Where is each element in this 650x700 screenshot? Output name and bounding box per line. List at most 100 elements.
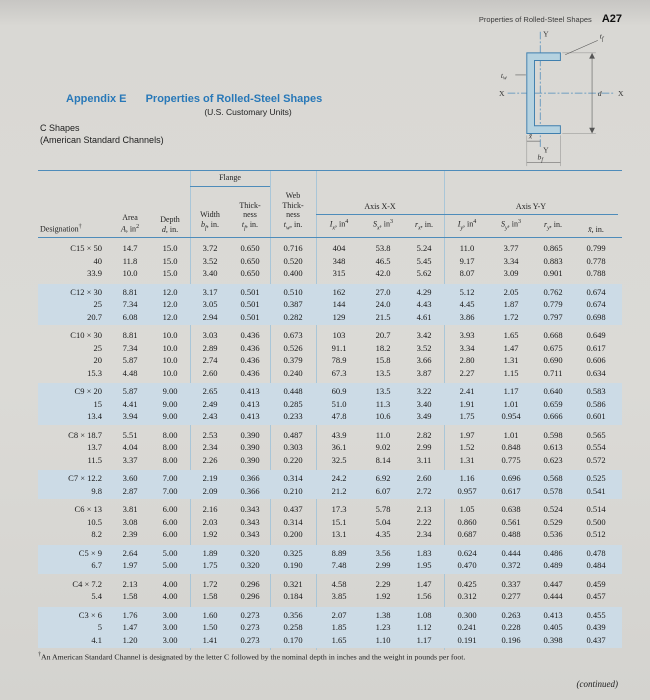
column-header-designation: Designation† [40,223,82,234]
table-cell: 0.296 [240,578,260,589]
table-cell: 2.41 [459,386,475,396]
designation-cell: 20 [93,355,103,365]
table-cell: 2.94 [202,311,218,322]
table-body: C15 × 50 14.7 15.0 3.72 0.650 0.716 404 53.8 5.2… [38,240,622,648]
table-cell: 0.487 [283,429,303,440]
table-row: C12 × 30 8.81 12.0 3.17 0.501 0.510 162 27.0 4.2… [38,286,622,299]
table-cell: 0.444 [501,547,521,558]
table-cell: 1.16 [459,473,475,483]
table-cell: 129 [332,311,346,322]
designation-cell: 11.5 [87,454,102,465]
table-cell: 5.24 [416,243,432,253]
table-cell: 9.00 [162,411,178,421]
table-cell: 0.650 [240,255,260,266]
table-cell: 0.343 [240,504,260,514]
table-cell: 8.00 [162,442,178,452]
table-cell: 4.58 [331,578,347,589]
table-cell: 0.444 [543,591,563,601]
designation-cell: C3 × 6 [78,609,102,620]
table-cell: 2.39 [122,529,138,539]
column-header-Iy: Iy, in4 [457,219,477,232]
table-cell: 15.0 [162,243,178,253]
table-cell: 21.5 [375,311,391,322]
table-cell: 0.524 [543,504,563,514]
table-cell: 1.85 [331,622,347,632]
table-cell: 0.320 [240,560,260,570]
table-cell: 0.366 [240,485,260,496]
table-cell: 0.390 [240,454,260,465]
table-cell: 7.00 [162,485,178,496]
table-cell: 0.436 [240,330,260,340]
designation-cell: 33.9 [87,268,102,278]
designation-cell: C12 × 30 [70,286,102,297]
table-cell: 1.95 [416,560,432,570]
axis-xx-underline [316,214,444,215]
shape-group: C3 × 6 1.76 3.00 1.60 0.273 0.356 2.07 1.38 1.08… [38,606,622,648]
table-row: 40 11.8 15.0 3.52 0.650 0.520 348 46.5 5.45 9.17 3… [38,255,622,268]
table-cell: 4.04 [122,442,138,452]
table-cell: 3.85 [331,591,347,601]
footnote: †An American Standard Channel is designa… [38,652,624,662]
table-cell: 20.7 [375,330,391,340]
table-row: 10.5 3.08 6.00 2.03 0.343 0.314 15.1 5.04 2.22 0.… [38,516,622,529]
table-cell: 2.49 [202,398,218,409]
table-cell: 0.501 [240,286,260,297]
table-cell: 0.459 [586,578,606,589]
table-cell: 0.606 [586,355,606,365]
table-cell: 4.61 [416,311,432,322]
table-cell: 6.00 [162,516,178,527]
table-row: 20.7 6.08 12.0 2.94 0.501 0.282 129 21.5 4.61 3.8… [38,311,622,324]
table-cell: 3.00 [162,634,178,645]
table-cell: 0.484 [586,560,606,570]
table-cell: 3.00 [162,622,178,632]
table-cell: 1.91 [459,398,475,409]
table-cell: 1.92 [202,529,218,539]
table-cell: 348 [332,255,346,266]
table-cell: 9.00 [162,386,178,396]
table-cell: 0.510 [283,286,303,297]
table-cell: 13.1 [331,529,347,539]
table-row: 8.2 2.39 6.00 1.92 0.343 0.200 13.1 4.35 2.34 0.6… [38,528,622,541]
table-cell: 12.0 [162,311,178,322]
table-row: 13.7 4.04 8.00 2.34 0.390 0.303 36.1 9.02 2.99 1.… [38,441,622,454]
table-cell: 4.48 [122,367,138,378]
table-cell: 404 [332,243,346,253]
table-cell: 2.34 [416,529,432,539]
table-cell: 4.00 [162,591,178,601]
table-cell: 0.455 [586,609,606,620]
designation-cell: 25 [93,342,103,353]
table-cell: 12.0 [162,286,178,297]
table-cell: 0.674 [586,299,606,309]
table-cell: 21.2 [331,485,347,496]
table-cell: 10.0 [122,268,138,278]
table-cell: 0.711 [543,367,563,378]
table-cell: 0.668 [543,330,563,340]
axis-y-bottom-label: Y [543,146,549,155]
table-cell: 2.89 [202,342,218,353]
table-cell: 5.62 [416,268,432,278]
table-row: 25 7.34 12.0 3.05 0.501 0.387 144 24.0 4.43 4.45 1… [38,298,622,311]
table-cell: 6.07 [375,485,391,496]
table-cell: 0.525 [586,473,606,483]
table-cell: 53.8 [375,243,391,253]
column-header-ry: ry, in. [543,219,563,232]
table-cell: 0.690 [543,355,563,365]
section-title: C Shapes [40,123,80,133]
table-cell: 3.93 [459,330,475,340]
table-cell: 1.31 [459,454,475,465]
table-cell: 2.60 [202,367,218,378]
table-cell: 3.34 [459,342,475,353]
depth-dim-label: d [598,89,602,98]
table-cell: 3.08 [122,516,138,527]
table-row: C5 × 9 2.64 5.00 1.89 0.320 0.325 8.89 3.56 1.83… [38,547,622,560]
table-cell: 0.457 [586,591,606,601]
table-cell: 0.314 [283,516,303,527]
table-cell: 0.640 [543,386,563,396]
table-cell: 0.240 [283,367,303,378]
table-cell: 2.80 [459,355,475,365]
table-cell: 0.210 [283,485,303,496]
channel-shape [526,52,561,134]
table-cell: 10.6 [375,411,391,421]
table-cell: 3.05 [202,299,218,309]
